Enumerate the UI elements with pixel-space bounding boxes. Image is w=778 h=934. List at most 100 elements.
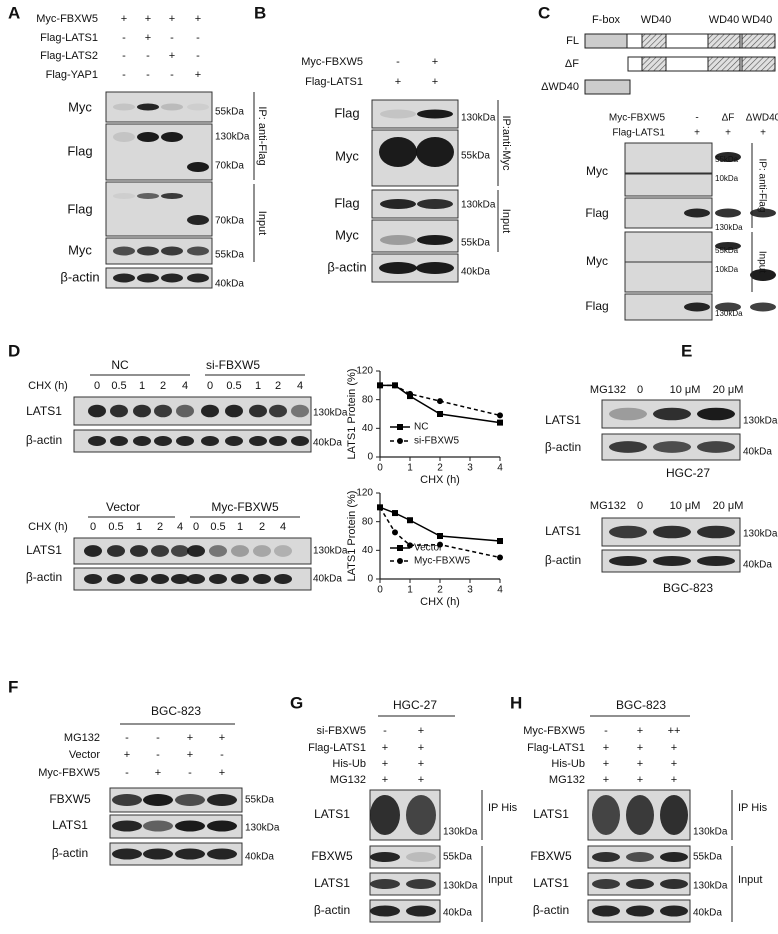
condition-sign: +	[155, 767, 161, 779]
domain	[584, 33, 628, 49]
time-point: 0	[94, 380, 100, 392]
band	[684, 302, 710, 312]
size-marker: 130kDa	[461, 200, 496, 211]
size-marker: 130kDa	[461, 113, 496, 124]
band	[110, 436, 128, 446]
band	[161, 246, 183, 256]
band	[274, 545, 292, 557]
x-tick-label: 4	[497, 463, 503, 474]
data-point	[437, 411, 443, 417]
time-point: 4	[297, 380, 303, 392]
band	[269, 404, 287, 418]
data-point	[497, 538, 503, 545]
size-marker: 70kDa	[215, 161, 244, 172]
protein-label: LATS1	[314, 876, 350, 890]
band	[112, 848, 142, 860]
time-point: 2	[160, 380, 166, 392]
protein-label: LATS1	[545, 524, 581, 538]
protein-label: Flag	[334, 195, 359, 210]
band	[187, 574, 205, 584]
size-marker: 10kDa	[715, 265, 739, 274]
size-marker: 55kDa	[461, 151, 490, 162]
domain-label: WD40	[641, 14, 672, 26]
x-tick-label: 3	[467, 585, 473, 596]
band	[201, 436, 219, 446]
condition-sign: +	[187, 749, 193, 761]
band	[110, 404, 128, 418]
data-point	[497, 419, 503, 426]
data-point	[437, 533, 443, 539]
construct-label: ΔWD40	[541, 81, 579, 93]
data-point	[407, 542, 413, 549]
size-marker: 40kDa	[693, 908, 722, 919]
band	[84, 574, 102, 584]
domain	[707, 56, 741, 72]
construct-label: ΔF	[565, 58, 579, 70]
x-tick-label: 1	[407, 585, 413, 596]
band	[626, 852, 654, 862]
band	[112, 820, 142, 832]
treatment-label: MG132	[590, 384, 626, 396]
domain-label: F-box	[592, 14, 621, 26]
size-marker: 55kDa	[461, 238, 490, 249]
protein-label: Myc	[68, 242, 92, 257]
condition-sign: -	[125, 732, 129, 744]
band	[609, 441, 647, 453]
band	[143, 794, 173, 806]
y-axis-label: LATS1 Protein (%)	[346, 491, 358, 582]
band	[750, 269, 776, 281]
time-point: 0	[90, 521, 96, 533]
band	[113, 132, 135, 142]
size-marker: 130kDa	[313, 546, 348, 557]
condition-sign: +	[671, 758, 677, 770]
domain	[641, 33, 667, 49]
size-marker: 130kDa	[443, 827, 478, 838]
band	[380, 235, 416, 245]
band	[417, 199, 453, 209]
band	[653, 407, 691, 421]
band	[715, 302, 741, 312]
construct-label: FL	[566, 35, 579, 47]
legend-label: Myc-FBXW5	[414, 556, 471, 567]
band	[130, 574, 148, 584]
group-label: IP His	[488, 802, 518, 814]
size-marker: 130kDa	[743, 416, 778, 427]
dose-label: 20 μM	[713, 500, 744, 512]
band	[225, 404, 243, 418]
condition-sign: ++	[668, 725, 681, 737]
legend-label: si-FBXW5	[414, 436, 459, 447]
condition-sign: +	[219, 732, 225, 744]
condition-sign: -	[188, 767, 192, 779]
size-marker: 130kDa	[245, 823, 280, 834]
band	[161, 273, 183, 283]
band	[697, 556, 735, 566]
group-label: IP:anti-Myc	[500, 115, 512, 171]
condition-sign: +	[694, 128, 700, 139]
band	[137, 273, 159, 283]
band	[253, 545, 271, 557]
x-axis-label: CHX (h)	[420, 474, 460, 486]
band	[171, 545, 189, 557]
condition-sign: -	[146, 69, 150, 81]
band	[274, 574, 292, 584]
protein-label: Flag	[67, 201, 92, 216]
band	[113, 193, 135, 199]
group-label: Input	[256, 211, 268, 235]
protein-label: LATS1	[314, 807, 350, 821]
panel-label: F	[8, 677, 18, 696]
size-marker: 55kDa	[215, 250, 244, 261]
band	[626, 879, 654, 889]
data-point	[437, 541, 443, 548]
condition-sign: +	[121, 13, 127, 25]
size-marker: 55kDa	[443, 852, 472, 863]
band	[660, 852, 688, 862]
band	[697, 441, 735, 453]
group-label: IP His	[738, 802, 768, 814]
group-label: IP: anti-Flag	[256, 106, 268, 165]
band	[209, 545, 227, 557]
protein-label: Flag	[67, 143, 92, 158]
condition-sign: +	[195, 69, 201, 81]
condition-sign: +	[760, 128, 766, 139]
domain	[707, 33, 741, 49]
